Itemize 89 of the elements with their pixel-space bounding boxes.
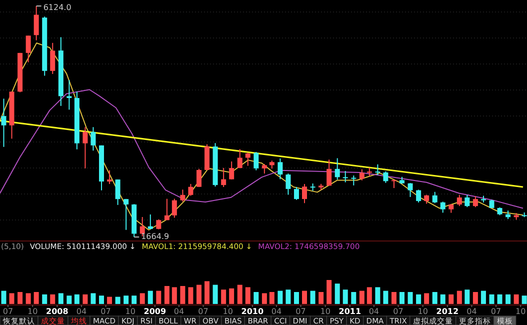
bar [18, 292, 23, 304]
bar [172, 287, 177, 304]
bar [156, 290, 162, 304]
bar [82, 294, 88, 304]
bar [26, 293, 31, 304]
bar [522, 296, 527, 304]
bar [229, 288, 234, 304]
x-tick-label: 04 [466, 307, 477, 316]
bar [351, 292, 356, 304]
annotation: 6124.0 [43, 3, 72, 12]
x-tick-label: 04 [174, 307, 184, 316]
bar [99, 296, 104, 304]
bar [196, 284, 202, 304]
bar [90, 293, 96, 304]
bar [416, 294, 422, 304]
bar [359, 290, 364, 304]
bar [334, 284, 340, 304]
x-tick-label: 10 [27, 307, 38, 316]
annotation: 1664.9 [141, 232, 170, 241]
bar [506, 294, 511, 304]
x-tick-label: 07 [393, 307, 404, 316]
x-tick-label: 07 [2, 307, 14, 316]
bar [66, 296, 72, 304]
bar [107, 296, 112, 304]
x-tick-label: 10 [515, 307, 526, 316]
bar [164, 286, 170, 304]
bar [140, 293, 145, 304]
bar [286, 290, 291, 304]
bar [58, 293, 64, 304]
x-tick-label: 10 [125, 307, 136, 316]
bar [50, 294, 56, 304]
bar [124, 296, 129, 304]
bar [34, 292, 39, 304]
bar [456, 290, 462, 304]
x-tick-label: 2009 [144, 307, 166, 316]
x-tick-label: 04 [368, 307, 380, 316]
bar [342, 290, 348, 304]
bar [497, 294, 502, 304]
x-tick-label: 10 [222, 307, 233, 316]
bar [440, 294, 446, 304]
bar [262, 293, 267, 304]
bar [237, 284, 242, 304]
bar [221, 290, 226, 304]
x-tick-label: 07 [198, 307, 208, 316]
bar [514, 294, 519, 304]
bar [254, 292, 259, 304]
bar [115, 296, 120, 304]
bar [269, 292, 274, 304]
bar [366, 287, 372, 304]
bar [408, 292, 413, 304]
bar [9, 293, 14, 304]
bar [383, 290, 388, 304]
bar [42, 294, 48, 304]
bar [245, 287, 250, 304]
bar [472, 292, 478, 304]
bar [188, 287, 194, 304]
bar [480, 290, 486, 304]
x-tick-label: 04 [76, 307, 87, 316]
bar [204, 281, 210, 304]
bar [326, 280, 332, 304]
bar [399, 292, 404, 304]
x-tick-label: 07 [490, 307, 502, 316]
bar [212, 284, 218, 304]
x-tick-label: 2011 [338, 307, 362, 316]
bar [74, 294, 80, 304]
bar [448, 294, 454, 304]
bar [1, 290, 6, 304]
bar [148, 290, 153, 304]
bar [310, 290, 316, 304]
bar [391, 292, 396, 304]
bar [375, 287, 380, 304]
x-tick-label: 07 [100, 307, 111, 316]
bar [180, 286, 186, 304]
x-tick-label: 07 [296, 307, 306, 316]
bar [302, 290, 307, 304]
bar [432, 292, 438, 304]
x-tick-label: 2012 [436, 307, 459, 316]
bar [318, 292, 324, 304]
x-tick-label: 10 [418, 307, 428, 316]
bar [489, 294, 494, 304]
x-tick-label: 04 [271, 307, 282, 316]
x-tick-label: 2010 [241, 307, 264, 316]
bar [132, 296, 137, 304]
x-tick-label: 2008 [46, 307, 69, 316]
bar [464, 290, 470, 304]
x-tick-label: 10 [320, 307, 330, 316]
bar [294, 292, 299, 304]
bar [424, 293, 430, 304]
bar [278, 290, 283, 304]
